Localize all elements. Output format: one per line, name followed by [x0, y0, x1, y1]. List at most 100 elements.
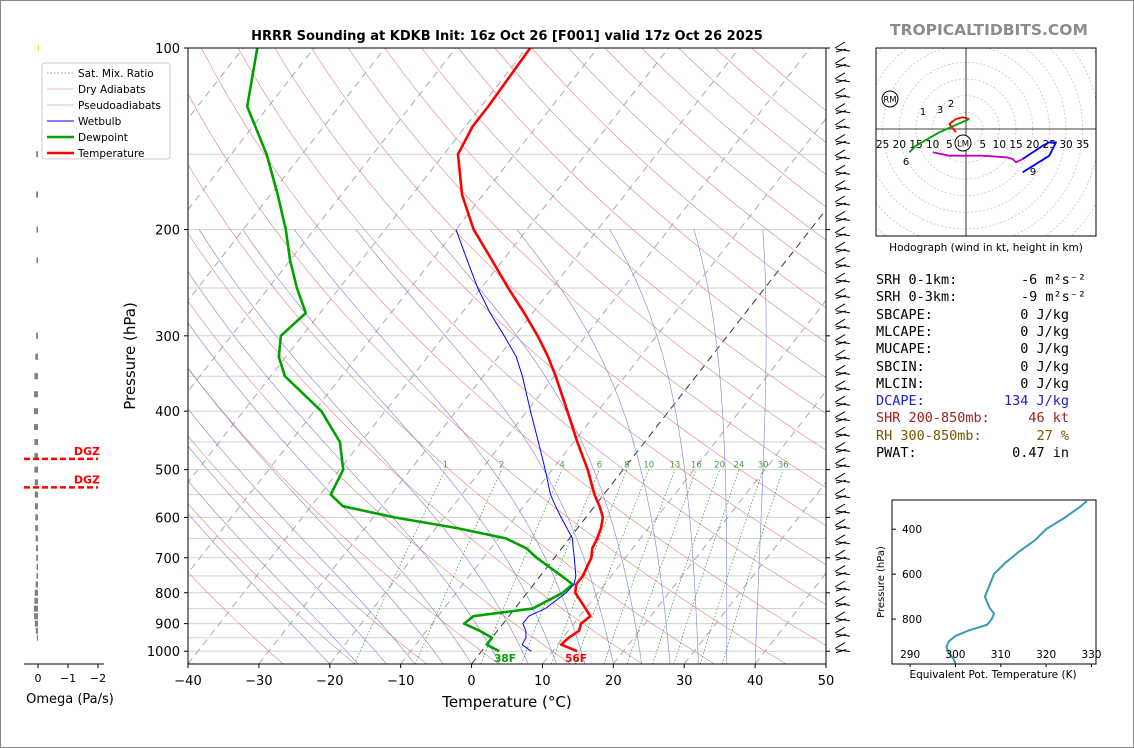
- legend-box: [41, 62, 171, 160]
- wind-barb: [834, 180, 851, 192]
- mixing-ratio-line: [550, 469, 628, 664]
- legend-entry: Pseudoadiabats: [78, 100, 161, 112]
- wind-barb: [834, 426, 851, 438]
- dry-adiabat: [188, 571, 284, 664]
- surface-dewpoint-label: 38F: [494, 653, 516, 665]
- mixing-ratio-line: [521, 469, 600, 664]
- isotherm: [542, 299, 826, 664]
- pseudoadiabat: [355, 229, 614, 664]
- thetae-profile: [945, 500, 1088, 664]
- dry-adiabat: [201, 48, 826, 646]
- wind-barb: [834, 133, 851, 145]
- index-value: 0 J/kg: [1020, 375, 1069, 392]
- y-tick-label: 700: [155, 552, 180, 567]
- mixing-ratio-line: [574, 469, 650, 664]
- mixing-ratio-label: 20: [714, 461, 725, 471]
- y-axis-label: Pressure (hPa): [121, 302, 139, 410]
- x-tick-label: −20: [316, 674, 343, 689]
- pseudoadiabat: [188, 513, 331, 664]
- index-value: 27 %: [1036, 427, 1069, 444]
- wind-barb: [834, 257, 851, 269]
- wind-barb: [834, 118, 851, 130]
- hodograph-frame: [875, 47, 1097, 237]
- omega-bar: [36, 545, 38, 552]
- hodo-tick-label: 25: [876, 139, 889, 151]
- isotherm: [188, 48, 598, 574]
- mixing-ratio-label: 24: [734, 461, 745, 471]
- y-tick-label: 600: [155, 511, 180, 526]
- omega-bar: [34, 479, 38, 486]
- pseudoadiabat: [609, 229, 699, 664]
- index-label: MUCAPE:: [876, 341, 933, 358]
- omega-bar: [34, 439, 38, 446]
- pseudoadiabat: [198, 229, 529, 664]
- wind-barb: [834, 241, 851, 253]
- hodo-tick-label: 35: [1076, 139, 1089, 151]
- wind-barb: [834, 534, 851, 546]
- pseudoadiabat: [188, 445, 387, 664]
- legend-entry: Dewpoint: [78, 132, 128, 144]
- hodo-segment: [1022, 141, 1057, 174]
- wind-barb: [834, 472, 851, 484]
- index-value: 0 J/kg: [1020, 323, 1069, 340]
- mixing-ratio-line: [603, 469, 676, 664]
- wind-barb: [834, 595, 851, 607]
- index-label: SHR 200-850mb:: [876, 410, 990, 427]
- x-tick-label: 10: [534, 674, 551, 689]
- omega-bar: [33, 605, 38, 612]
- mixing-ratio-lines: 1 2 4 6 8 10 13 16 20 24 30 36: [353, 461, 789, 664]
- y-tick-label: 200: [155, 224, 180, 239]
- pseudoadiabat: [188, 322, 472, 664]
- index-label: MLCAPE:: [876, 323, 933, 340]
- wind-barb: [834, 380, 851, 392]
- thetae-y-tick-label: 800: [902, 614, 922, 626]
- legend-entry: Temperature: [77, 148, 145, 160]
- index-label: PWAT:: [876, 445, 917, 461]
- thetae-x-tick-label: 290: [900, 649, 920, 661]
- mixing-ratio-label: 8: [624, 461, 629, 471]
- wind-barb: [834, 149, 851, 161]
- y-tick-label: 500: [155, 464, 180, 479]
- hodo-height-label: 2: [948, 99, 954, 110]
- dry-adiabat: [347, 48, 826, 488]
- mixing-ratio-label: 10: [643, 461, 654, 471]
- omega-bar: [34, 466, 38, 473]
- index-label: SBCAPE:: [876, 306, 933, 323]
- thetae-y-tick-label: 400: [902, 524, 922, 536]
- thetae-plot: [945, 500, 1088, 664]
- mixing-ratio-line: [626, 469, 697, 664]
- hodo-height-label: 6: [903, 157, 909, 168]
- pseudoadiabat: [188, 480, 359, 664]
- wetbulb-profile: [455, 229, 577, 652]
- wind-barb: [834, 626, 851, 638]
- omega-bar: [34, 597, 38, 604]
- hodo-tick-label: 10: [993, 139, 1006, 151]
- dgz-label: DGZ: [74, 445, 100, 458]
- dry-adiabat: [421, 48, 826, 414]
- omega-bar: [36, 634, 38, 641]
- dry-adiabat: [494, 48, 826, 343]
- hodo-tick-label: 5: [946, 139, 953, 151]
- dry-adiabat: [188, 232, 643, 664]
- isotherm: [188, 48, 669, 664]
- dry-adiabat: [188, 435, 428, 664]
- dry-adiabat: [188, 163, 715, 664]
- wind-barb: [834, 441, 851, 453]
- mixing-ratio-line: [699, 469, 764, 664]
- wind-barb: [834, 518, 851, 530]
- pseudoadiabat: [429, 229, 642, 664]
- storm-motion-label: LM: [957, 140, 969, 150]
- hodo-segment: [908, 118, 970, 153]
- pseudoadiabat: [294, 229, 586, 664]
- isotherm: [471, 208, 826, 664]
- x-tick-label: −40: [174, 674, 201, 689]
- x-tick-label: 30: [676, 674, 693, 689]
- thetae-x-tick-label: 330: [1081, 649, 1101, 661]
- thetae-frame: [891, 499, 1097, 665]
- wind-barb: [834, 72, 851, 84]
- dry-adiabat: [237, 48, 826, 605]
- storm-motion-marker: [881, 90, 899, 108]
- storm-motion-label: RM: [883, 96, 896, 106]
- wind-barb: [834, 457, 851, 469]
